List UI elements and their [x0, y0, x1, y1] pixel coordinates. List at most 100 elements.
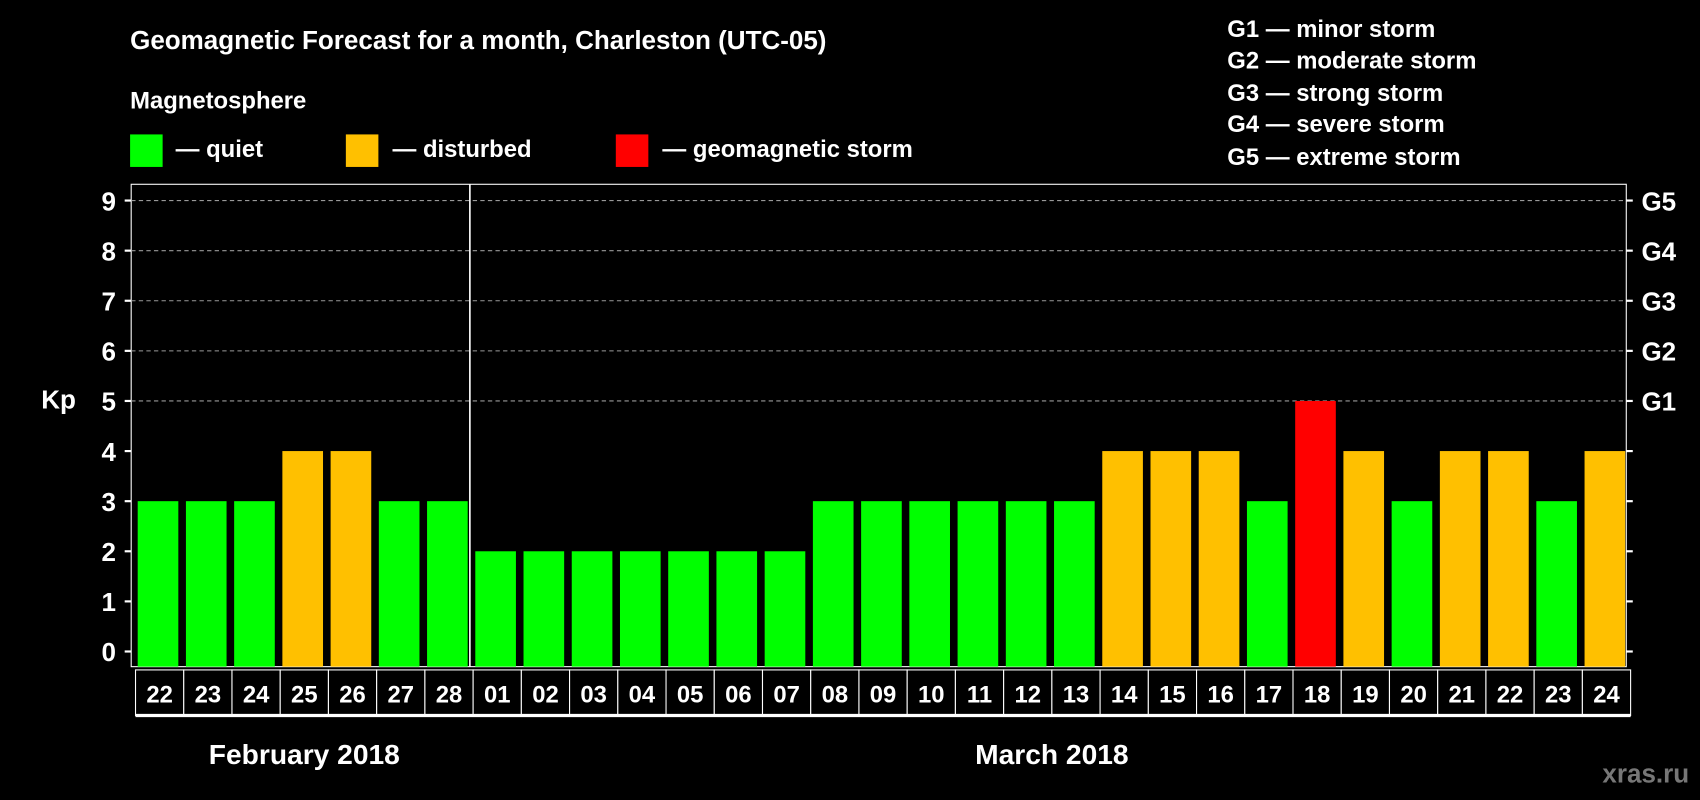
day-cell [1003, 669, 1053, 716]
bar-19 [1343, 451, 1385, 667]
bar-03 [571, 551, 613, 667]
y-axis-label: Kp [41, 385, 76, 415]
bar-11 [957, 501, 999, 667]
scale-g4: G4 — severe storm [1227, 111, 1444, 138]
bar-24 [234, 501, 275, 667]
bar-13 [1054, 501, 1095, 667]
day-label: 17 [1256, 681, 1283, 708]
legend-disturbed: — disturbed [392, 136, 531, 163]
day-cell [858, 669, 908, 716]
day-label: 25 [291, 681, 318, 708]
legend-swatch-disturbed [345, 134, 379, 167]
day-label: 23 [1545, 681, 1572, 708]
day-cell [327, 669, 378, 716]
legend: — quiet — disturbed — geomagnetic storm [130, 134, 913, 167]
scale-g2: G2 — moderate storm [1227, 47, 1476, 74]
y-tick-label: 2 [102, 537, 116, 567]
day-label: 27 [388, 681, 415, 708]
day-label: 19 [1352, 681, 1379, 708]
bar-04 [619, 551, 661, 667]
y-tick-label: 5 [102, 387, 116, 417]
day-label: 10 [918, 681, 945, 708]
bar-27 [378, 501, 420, 667]
bar-23 [185, 501, 227, 667]
bar-01 [475, 551, 516, 667]
bar-26 [330, 451, 372, 667]
storm-scale-legend: G1 — minor storm G2 — moderate storm G3 … [1227, 16, 1476, 171]
day-cell [1099, 669, 1149, 716]
month-label: March 2018 [975, 738, 1128, 770]
scale-g3: G3 — strong storm [1227, 80, 1443, 107]
bar-08 [812, 501, 854, 667]
y-tick-label: 7 [102, 287, 116, 317]
right-tick-label: G2 [1641, 337, 1676, 367]
day-label: 15 [1159, 681, 1186, 708]
bar-16 [1198, 451, 1240, 667]
day-cell [761, 669, 812, 716]
y-tick-label: 6 [102, 337, 116, 367]
day-label: 11 [967, 681, 992, 708]
legend-title: Magnetosphere [130, 87, 306, 114]
day-cell [231, 669, 281, 716]
day-label: 22 [146, 681, 173, 708]
day-label: 07 [773, 681, 800, 708]
bar-21 [1439, 451, 1481, 667]
day-cell [1244, 669, 1294, 716]
chart-title: Geomagnetic Forecast for a month, Charle… [130, 25, 826, 55]
bar-15 [1150, 451, 1192, 667]
day-label: 04 [629, 681, 656, 708]
bar-05 [668, 551, 709, 667]
day-cell [1051, 669, 1101, 716]
watermark: xras.ru [1602, 759, 1689, 789]
month-label: February 2018 [209, 738, 400, 770]
day-label: 23 [195, 681, 222, 708]
day-cell [665, 669, 715, 716]
bar-09 [861, 501, 902, 667]
day-label: 22 [1497, 681, 1524, 708]
day-label: 13 [1063, 681, 1090, 708]
day-label: 20 [1400, 681, 1427, 708]
bar-24 [1584, 451, 1626, 667]
bar-28 [427, 501, 468, 667]
y-tick-label: 4 [102, 437, 117, 467]
right-tick-label: G4 [1641, 236, 1676, 266]
bar-20 [1391, 501, 1433, 667]
scale-g1: G1 — minor storm [1227, 16, 1435, 43]
day-label: 03 [580, 681, 607, 708]
day-cell [617, 669, 667, 716]
legend-quiet: — quiet [176, 136, 263, 163]
legend-storm: — geomagnetic storm [662, 136, 912, 163]
day-label: 24 [1593, 681, 1620, 708]
day-label: 02 [532, 681, 559, 708]
day-label: 26 [339, 681, 366, 708]
day-label: 18 [1304, 681, 1331, 708]
day-cell [279, 669, 329, 716]
y-tick-label: 0 [102, 637, 116, 667]
legend-swatch-storm [615, 134, 649, 167]
bar-06 [716, 551, 758, 667]
day-label: 08 [822, 681, 849, 708]
bar-18 [1295, 400, 1336, 667]
day-label: 05 [677, 681, 704, 708]
scale-g5: G5 — extreme storm [1227, 144, 1460, 171]
y-tick-label: 1 [102, 587, 116, 617]
bar-10 [909, 501, 950, 667]
day-cell [1581, 669, 1632, 716]
day-label: 16 [1207, 681, 1234, 708]
y-tick-label: 3 [102, 487, 116, 517]
bar-17 [1246, 501, 1288, 667]
right-tick-label: G1 [1641, 387, 1676, 417]
day-label: 21 [1449, 681, 1476, 708]
bar-22 [137, 501, 179, 667]
day-label: 09 [870, 681, 897, 708]
right-tick-label: G5 [1641, 186, 1676, 216]
day-cell [569, 669, 619, 716]
bar-22 [1488, 451, 1529, 667]
right-tick-label: G3 [1641, 287, 1676, 317]
bar-07 [764, 551, 806, 667]
day-label: 24 [243, 681, 270, 708]
day-cell [472, 669, 522, 716]
day-cell [520, 669, 571, 716]
day-cell [424, 669, 474, 716]
